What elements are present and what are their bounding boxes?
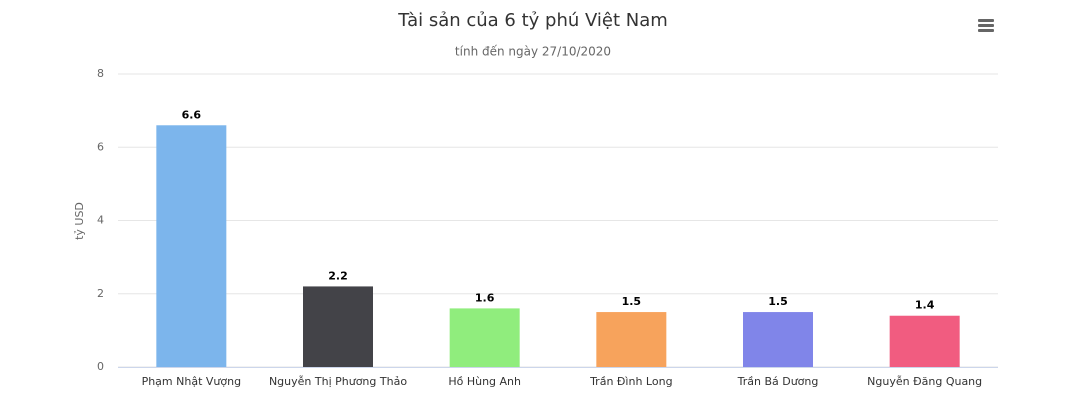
menu-button[interactable] bbox=[972, 14, 1000, 38]
data-label: 1.4 bbox=[915, 299, 935, 312]
data-label: 1.5 bbox=[622, 295, 642, 308]
x-tick-label: Phạm Nhật Vượng bbox=[142, 375, 242, 388]
data-label: 1.5 bbox=[768, 295, 788, 308]
y-tick-label: 0 bbox=[97, 360, 104, 373]
menu-icon-bar bbox=[978, 24, 994, 27]
x-tick-label: Trần Bá Dương bbox=[737, 375, 819, 388]
data-label: 6.6 bbox=[182, 108, 202, 121]
y-tick-label: 8 bbox=[97, 67, 104, 80]
y-tick-label: 4 bbox=[97, 214, 104, 227]
x-tick-label: Nguyễn Đăng Quang bbox=[867, 375, 982, 388]
y-axis-title: tỷ USD bbox=[73, 202, 86, 240]
bar bbox=[889, 315, 960, 367]
bar bbox=[156, 125, 227, 368]
bar bbox=[596, 312, 667, 367]
x-tick-label: Trần Đình Long bbox=[589, 375, 672, 388]
x-tick-label: Nguyễn Thị Phương Thảo bbox=[269, 375, 407, 388]
bar bbox=[303, 286, 373, 367]
chart-title: Tài sản của 6 tỷ phú Việt Nam bbox=[397, 10, 668, 31]
chart-subtitle: tính đến ngày 27/10/2020 bbox=[455, 45, 611, 59]
y-tick-label: 6 bbox=[97, 140, 104, 153]
y-tick-label: 2 bbox=[97, 287, 104, 300]
data-label: 1.6 bbox=[475, 291, 495, 304]
bar bbox=[743, 312, 813, 367]
x-tick-label: Hồ Hùng Anh bbox=[448, 375, 521, 388]
bar bbox=[449, 308, 520, 367]
menu-icon-bar bbox=[978, 19, 994, 22]
data-label: 2.2 bbox=[328, 269, 348, 282]
menu-icon-bar bbox=[978, 29, 994, 32]
